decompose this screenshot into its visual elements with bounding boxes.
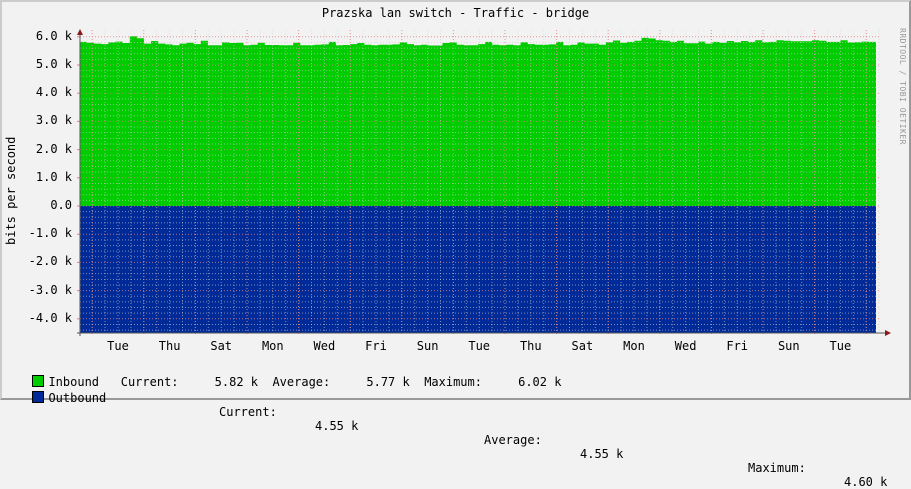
y-tick-label: 5.0 k [35, 57, 72, 71]
outbound-area [80, 206, 876, 333]
x-tick-label: Fri [726, 339, 749, 353]
y-tick-label: 4.0 k [35, 85, 72, 100]
inbound-current-value: 5.82 k [214, 375, 258, 389]
x-tick-label: Mon [623, 339, 645, 353]
inbound-area [80, 36, 876, 207]
y-tick-label: -3.0 k [28, 282, 72, 297]
x-tick-label: Sat [210, 339, 233, 353]
inbound-maximum-label: Maximum: [424, 375, 482, 389]
y-tick-label: 3.0 k [35, 113, 72, 128]
y-tick-label: 1.0 k [35, 169, 72, 184]
y-tick-label: -4.0 k [28, 310, 72, 325]
x-tick-label: Tue [829, 339, 852, 353]
x-tick-label: Fri [365, 339, 387, 353]
legend-inbound: Inbound Current: 5.82 k Average: 5.77 k … [18, 361, 561, 389]
chart-title: Prazska lan switch - Traffic - bridge [321, 6, 590, 20]
inbound-average-label: Average: [272, 375, 331, 389]
outbound-maximum-label: Maximum: [748, 461, 806, 475]
x-tick-label: Sun [416, 339, 439, 353]
inbound-current-label: Current: [120, 375, 179, 389]
x-tick-label: Thu [519, 339, 542, 353]
outbound-average-value: 4.55 k [580, 447, 624, 461]
outbound-current-label: Current: [219, 405, 277, 419]
x-tick-label: Tue [468, 339, 491, 353]
outbound-average-label: Average: [484, 433, 542, 447]
y-tick-label: -2.0 k [28, 254, 72, 269]
x-tick-label: Sat [571, 339, 594, 353]
outbound-current-value: 4.55 k [315, 419, 359, 433]
legend-outbound: Outbound Current: 4.55 k Average: 4.55 k… [18, 377, 898, 489]
graph-frame [0, 0, 911, 400]
inbound-label: Inbound [48, 375, 100, 389]
outbound-label: Outbound [48, 391, 107, 405]
outbound-maximum-value: 4.60 k [844, 475, 888, 489]
x-tick-label: Sun [777, 339, 800, 353]
x-tick-label: Mon [261, 339, 284, 353]
rrdtool-watermark: RRDTOOL / TOBI OETIKER [898, 28, 907, 145]
outbound-swatch-icon [32, 391, 45, 403]
inbound-maximum-value: 6.02 k [518, 375, 562, 389]
x-tick-label: Wed [674, 339, 697, 353]
x-tick-label: Tue [107, 339, 129, 353]
inbound-swatch-icon [32, 375, 45, 387]
y-tick-label: 0.0 [50, 198, 72, 212]
inbound-average-value: 5.77 k [366, 375, 410, 389]
y-tick-label: 6.0 k [35, 28, 72, 43]
y-tick-label: -1.0 k [28, 226, 72, 241]
plot-area [77, 29, 891, 336]
x-tick-label: Wed [313, 339, 336, 353]
y-tick-label: 2.0 k [35, 141, 72, 156]
x-tick-label: Thu [158, 339, 181, 353]
